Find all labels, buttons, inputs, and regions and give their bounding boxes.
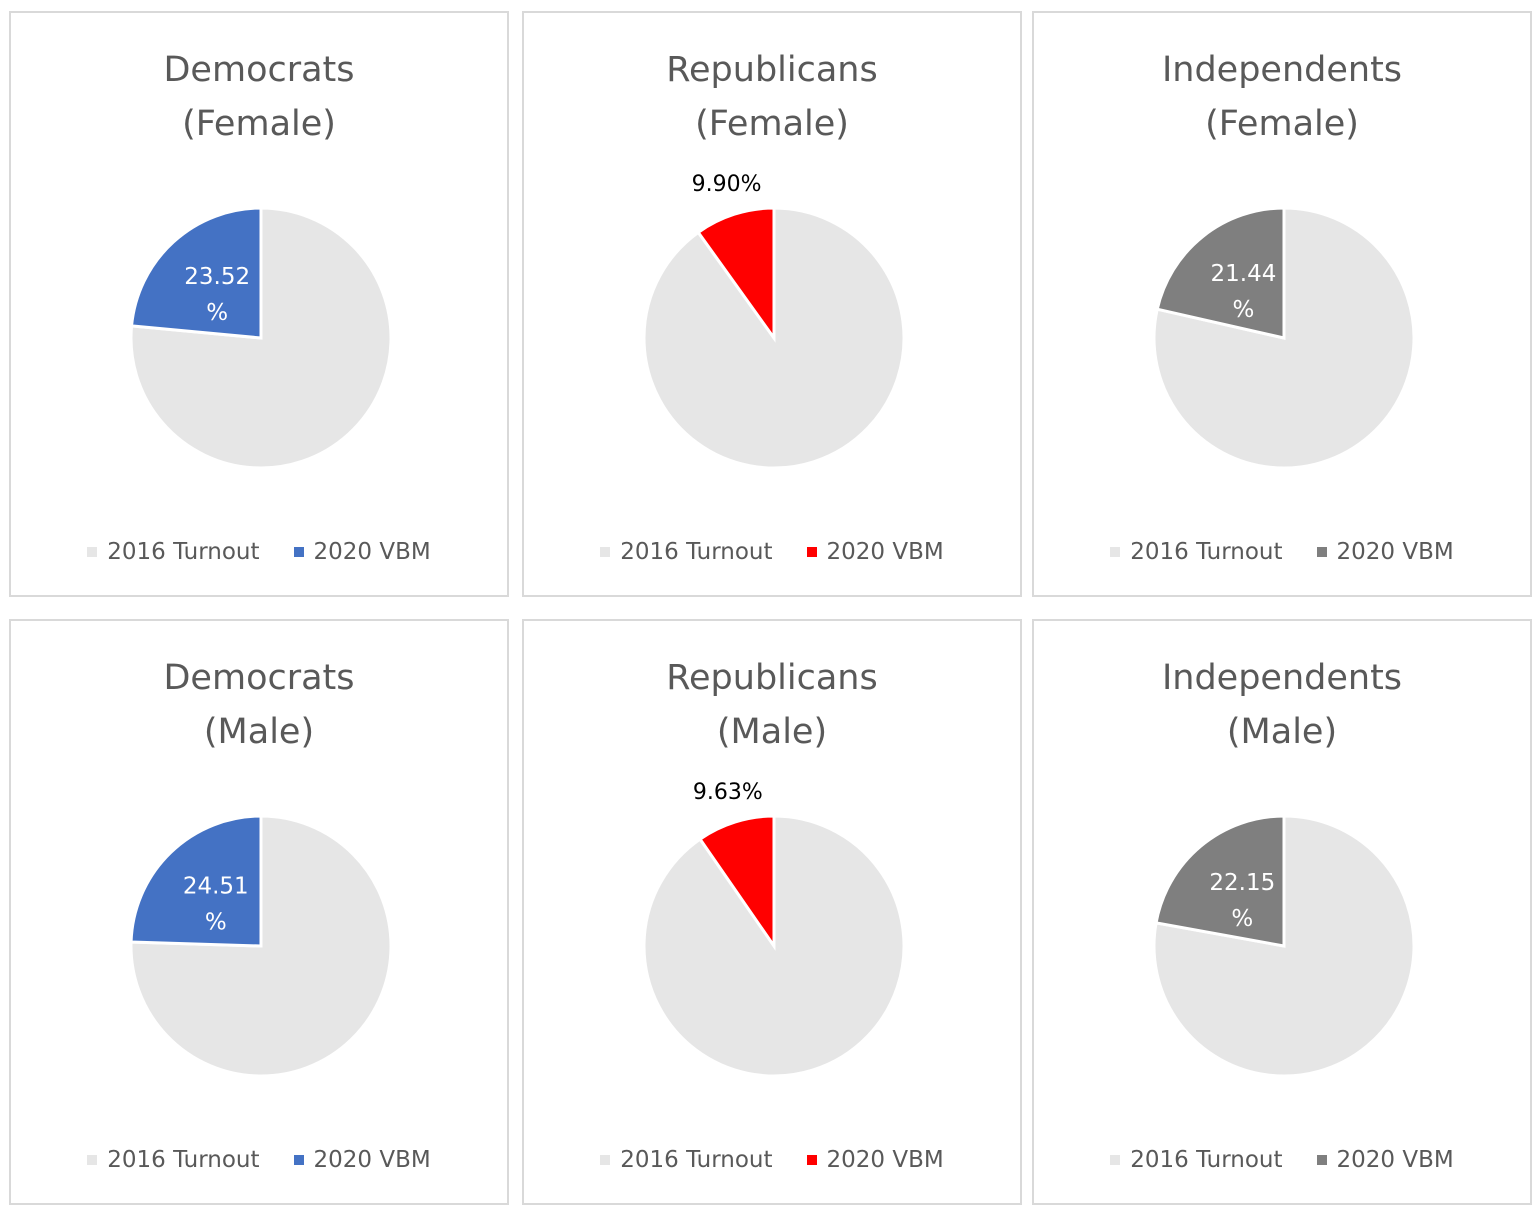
legend-label: 2020 VBM (1337, 1147, 1454, 1173)
data-label: 22.15 (1209, 870, 1275, 896)
legend-swatch (600, 1155, 610, 1165)
legend-label: 2016 Turnout (1130, 1147, 1282, 1173)
legend-item-2020-vbm: 2020 VBM (807, 1147, 944, 1173)
legend-swatch (1110, 1155, 1120, 1165)
legend-item-2016-turnout: 2016 Turnout (600, 1147, 772, 1173)
chart-legend: 2016 Turnout 2020 VBM (11, 1145, 507, 1175)
legend-label: 2016 Turnout (1130, 539, 1282, 565)
legend-label: 2016 Turnout (620, 1147, 772, 1173)
legend-swatch (294, 547, 304, 557)
legend-item-2016-turnout: 2016 Turnout (600, 539, 772, 565)
pie-chart-panel: Republicans (Male) 9.63% 2016 Turnout 2020 V… (522, 619, 1022, 1205)
legend-label: 2020 VBM (314, 1147, 431, 1173)
pie-chart-panel: Republicans (Female) 9.90% 2016 Turnout 2020… (522, 11, 1022, 597)
legend-item-2020-vbm: 2020 VBM (807, 539, 944, 565)
chart-legend: 2016 Turnout 2020 VBM (1034, 537, 1530, 567)
pie-chart: 21.44% (1034, 13, 1534, 599)
legend-swatch (807, 547, 817, 557)
chart-legend: 2016 Turnout 2020 VBM (524, 537, 1020, 567)
legend-item-2020-vbm: 2020 VBM (1317, 1147, 1454, 1173)
legend-item-2020-vbm: 2020 VBM (1317, 539, 1454, 565)
data-label-unit: % (206, 300, 228, 326)
data-label: 21.44 (1211, 261, 1277, 287)
legend-label: 2016 Turnout (107, 1147, 259, 1173)
pie-chart: 23.52% (11, 13, 511, 599)
legend-label: 2016 Turnout (620, 539, 772, 565)
chart-legend: 2016 Turnout 2020 VBM (524, 1145, 1020, 1175)
legend-item-2016-turnout: 2016 Turnout (87, 1147, 259, 1173)
data-label: 9.63% (693, 780, 763, 805)
legend-swatch (807, 1155, 817, 1165)
legend-swatch (600, 547, 610, 557)
legend-item-2020-vbm: 2020 VBM (294, 539, 431, 565)
data-label: 24.51 (183, 873, 249, 899)
legend-swatch (87, 547, 97, 557)
pie-chart-panel: Democrats (Female) 23.52% 2016 Turnout 2020 … (9, 11, 509, 597)
legend-label: 2016 Turnout (107, 539, 259, 565)
legend-swatch (294, 1155, 304, 1165)
legend-swatch (1317, 1155, 1327, 1165)
data-label: 23.52 (184, 264, 250, 290)
legend-item-2016-turnout: 2016 Turnout (1110, 1147, 1282, 1173)
pie-chart: 9.90% (524, 13, 1024, 599)
legend-item-2020-vbm: 2020 VBM (294, 1147, 431, 1173)
data-label-unit: % (1231, 906, 1253, 932)
legend-label: 2020 VBM (314, 539, 431, 565)
data-label-unit: % (205, 909, 227, 935)
legend-label: 2020 VBM (827, 539, 944, 565)
pie-chart: 9.63% (524, 621, 1024, 1207)
pie-chart: 24.51% (11, 621, 511, 1207)
legend-swatch (1110, 547, 1120, 557)
legend-swatch (1317, 547, 1327, 557)
data-label-unit: % (1233, 297, 1255, 323)
legend-label: 2020 VBM (827, 1147, 944, 1173)
pie-chart-panel: Independents (Male) 22.15% 2016 Turnout 2020… (1032, 619, 1532, 1205)
legend-item-2016-turnout: 2016 Turnout (1110, 539, 1282, 565)
legend-label: 2020 VBM (1337, 539, 1454, 565)
chart-legend: 2016 Turnout 2020 VBM (11, 537, 507, 567)
legend-swatch (87, 1155, 97, 1165)
chart-legend: 2016 Turnout 2020 VBM (1034, 1145, 1530, 1175)
pie-chart-panel: Independents (Female) 21.44% 2016 Turnout 20… (1032, 11, 1532, 597)
legend-item-2016-turnout: 2016 Turnout (87, 539, 259, 565)
pie-chart-panel: Democrats (Male) 24.51% 2016 Turnout 2020 VB… (9, 619, 509, 1205)
data-label: 9.90% (692, 172, 762, 197)
pie-chart: 22.15% (1034, 621, 1534, 1207)
